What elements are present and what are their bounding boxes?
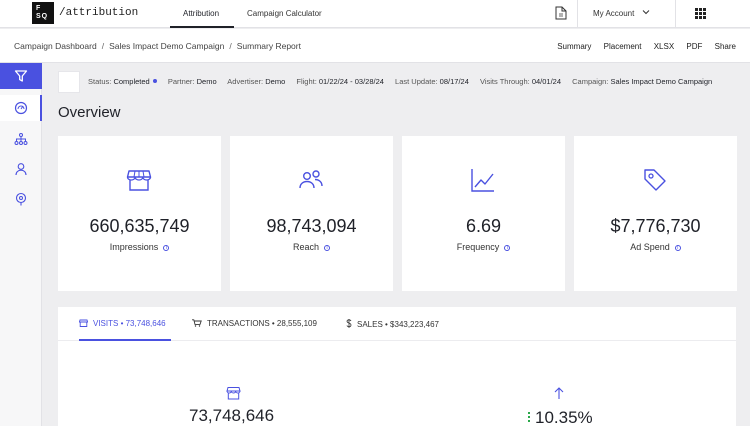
breadcrumb-bar: Campaign Dashboard / Sales Impact Demo Cam… — [0, 29, 750, 63]
my-account-menu[interactable]: My Account — [593, 9, 635, 18]
person-icon — [15, 163, 27, 176]
filter-button[interactable] — [0, 63, 42, 89]
tab-sales[interactable]: SALES • $343,223,467 — [346, 319, 439, 329]
pdf-button[interactable]: PDF — [686, 42, 703, 51]
reach-label: Reach i — [230, 242, 393, 252]
reach-card: 98,743,094 Reach i — [230, 136, 393, 291]
info-icon[interactable]: i — [674, 245, 681, 251]
top-bar: F SQ /attribution Attribution Campaign C… — [0, 0, 750, 28]
reach-value: 98,743,094 — [266, 216, 357, 236]
active-tab-indicator — [79, 339, 171, 341]
divider — [675, 0, 676, 28]
sidebar-item-audience[interactable] — [0, 156, 42, 182]
price-tag-icon — [644, 169, 666, 191]
sidebar — [0, 63, 42, 426]
ad-spend-value: $7,776,730 — [610, 216, 701, 236]
frequency-value: 6.69 — [465, 216, 502, 236]
sidebar-item-insights[interactable] — [0, 186, 42, 212]
lift-value: 10.35% — [535, 408, 593, 426]
partner-value: Demo — [196, 77, 217, 86]
hierarchy-icon — [14, 133, 28, 145]
breadcrumb: Campaign Dashboard / Sales Impact Demo Cam… — [14, 41, 301, 51]
lift-indicator — [528, 412, 530, 422]
status-dot — [152, 79, 157, 83]
visits-through-value: 04/01/24 — [531, 77, 562, 86]
frequency-label: Frequency i — [402, 242, 565, 252]
ad-spend-card: $7,776,730 Ad Spend i — [574, 136, 737, 291]
campaign-status-details: Status: Completed Partner: Demo Advertis… — [88, 77, 713, 86]
impressions-label: Impressions i — [58, 242, 221, 252]
people-icon — [299, 170, 323, 189]
sidebar-item-overview[interactable] — [0, 95, 42, 121]
tab-transactions[interactable]: TRANSACTIONS • 28,555,109 — [192, 319, 317, 328]
campaign-thumbnail — [58, 71, 80, 93]
tab-attribution[interactable]: Attribution — [183, 9, 220, 18]
arrow-up-icon — [554, 387, 564, 399]
flight-value: 01/22/24 - 03/28/24 — [318, 77, 384, 86]
report-actions: Summary Placement XLSX PDF Share — [547, 42, 736, 51]
status-value: Completed — [113, 77, 150, 86]
chevron-down-icon[interactable] — [642, 8, 650, 16]
brand-name: /attribution — [59, 7, 139, 19]
info-icon[interactable]: i — [324, 245, 330, 251]
sidebar-item-hierarchy[interactable] — [0, 126, 42, 152]
metrics-tabs: VISITS • 73,748,646 TRANSACTIONS • 28,55… — [58, 307, 736, 341]
active-tab-indicator — [170, 26, 234, 28]
frequency-card: 6.69 Frequency i — [402, 136, 565, 291]
info-icon[interactable]: i — [504, 245, 511, 251]
breadcrumb-separator: / — [229, 41, 232, 51]
metrics-panel: VISITS • 73,748,646 TRANSACTIONS • 28,55… — [58, 307, 736, 426]
breadcrumb-campaign[interactable]: Sales Impact Demo Campaign — [109, 41, 225, 51]
filter-icon — [14, 70, 28, 82]
breadcrumb-separator: / — [101, 41, 105, 51]
breadcrumb-campaign-dashboard[interactable]: Campaign Dashboard — [14, 41, 97, 51]
impressions-card: 660,635,749 Impressions i — [58, 136, 221, 291]
foursquare-logo[interactable]: F SQ — [32, 2, 54, 24]
trend-chart-icon — [471, 169, 494, 192]
ad-spend-label: Ad Spend i — [574, 242, 737, 252]
store-icon — [226, 387, 241, 400]
campaign-status-bar: Status: Completed Partner: Demo Advertis… — [42, 63, 750, 99]
store-icon — [78, 319, 89, 327]
visits-total-value: 73,748,646 — [189, 406, 275, 425]
placement-button[interactable]: Placement — [603, 42, 642, 51]
summary-button[interactable]: Summary — [557, 42, 592, 51]
gauge-icon — [14, 101, 28, 115]
dollar-icon — [346, 319, 352, 328]
store-icon — [126, 170, 152, 191]
last-update-value: 08/17/24 — [439, 77, 469, 86]
divider — [577, 0, 578, 28]
impressions-value: 660,635,749 — [89, 216, 190, 236]
info-icon[interactable]: i — [163, 245, 170, 251]
xlsx-button[interactable]: XLSX — [653, 42, 675, 51]
share-button[interactable]: Share — [714, 42, 736, 51]
campaign-value: Sales Impact Demo Campaign — [610, 77, 713, 86]
document-icon[interactable] — [555, 6, 567, 20]
app-grid-icon[interactable] — [695, 8, 706, 19]
tab-campaign-calculator[interactable]: Campaign Calculator — [247, 9, 322, 18]
location-insight-icon — [15, 192, 27, 206]
breadcrumb-summary-report: Summary Report — [236, 41, 301, 51]
tab-visits[interactable]: VISITS • 73,748,646 — [78, 319, 166, 328]
cart-icon — [192, 319, 202, 327]
advertiser-value: Demo — [265, 77, 286, 86]
page-title: Overview — [58, 104, 121, 121]
